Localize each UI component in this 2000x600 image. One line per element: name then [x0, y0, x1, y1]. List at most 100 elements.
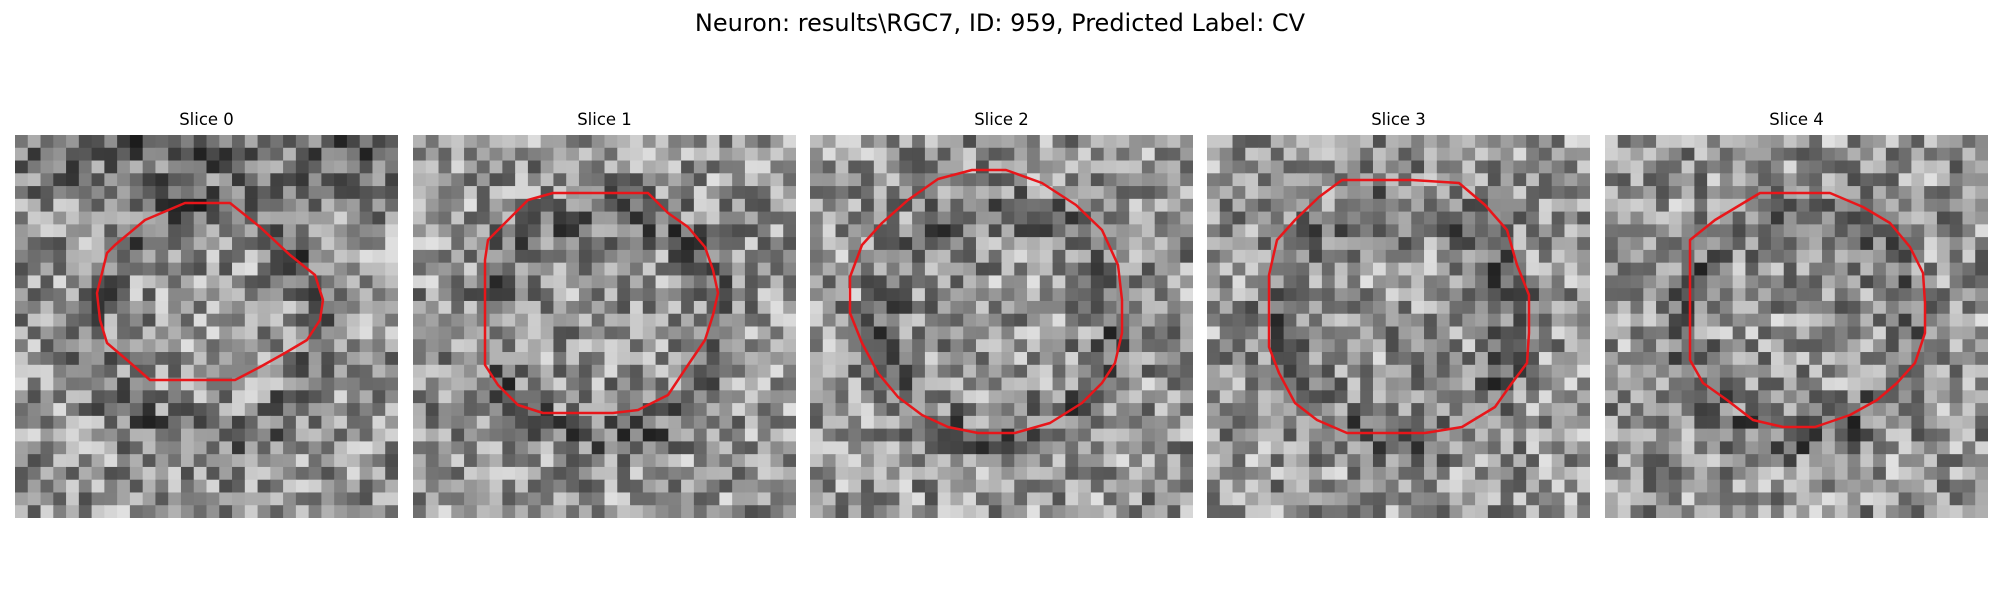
image-pixel — [1885, 403, 1900, 417]
image-pixel — [372, 147, 386, 162]
image-pixel — [1745, 198, 1759, 213]
image-pixel — [346, 173, 361, 187]
image-pixel — [822, 454, 837, 468]
image-pixel — [1052, 390, 1066, 404]
image-pixel — [104, 147, 118, 162]
image-pixel — [1449, 326, 1463, 340]
image-pixel — [1411, 352, 1425, 366]
image-pixel — [1873, 415, 1887, 430]
image-pixel — [1116, 428, 1130, 442]
image-pixel — [1014, 288, 1028, 302]
image-pixel — [78, 326, 93, 340]
image-pixel — [1911, 505, 1925, 518]
image-pixel — [1039, 364, 1054, 379]
image-pixel — [783, 313, 796, 328]
image-pixel — [1847, 288, 1861, 302]
image-pixel — [744, 466, 759, 481]
image-pixel — [15, 339, 29, 353]
image-pixel — [1436, 390, 1451, 404]
image-pixel — [1500, 479, 1514, 494]
image-pixel — [642, 352, 657, 366]
image-pixel — [706, 364, 720, 379]
image-pixel — [1103, 377, 1117, 391]
image-pixel — [835, 364, 849, 379]
image-pixel — [244, 441, 259, 455]
image-pixel — [142, 390, 157, 404]
image-pixel — [1462, 441, 1476, 455]
image-pixel — [502, 339, 516, 353]
image-pixel — [1398, 377, 1412, 391]
image-pixel — [1372, 288, 1387, 302]
image-pixel — [1809, 403, 1823, 417]
image-pixel — [1219, 288, 1234, 302]
image-pixel — [1052, 313, 1066, 328]
image-pixel — [1436, 288, 1451, 302]
image-pixel — [476, 211, 491, 225]
image-pixel — [1656, 479, 1670, 494]
image-pixel — [1449, 479, 1463, 494]
image-pixel — [464, 505, 478, 518]
image-pixel — [924, 390, 939, 404]
image-pixel — [1487, 403, 1502, 417]
image-pixel — [899, 147, 913, 162]
image-pixel — [591, 364, 606, 379]
image-pixel — [1551, 313, 1566, 328]
image-pixel — [180, 135, 195, 149]
image-pixel — [681, 479, 695, 494]
image-pixel — [937, 186, 952, 200]
image-pixel — [359, 428, 374, 442]
image-pixel — [1783, 326, 1798, 340]
image-pixel — [219, 415, 233, 430]
image-pixel — [1347, 288, 1361, 302]
image-pixel — [873, 300, 888, 315]
image-pixel — [1732, 237, 1747, 251]
image-pixel — [385, 262, 398, 277]
image-pixel — [1424, 186, 1438, 200]
image-pixel — [270, 390, 284, 404]
image-pixel — [1732, 479, 1747, 494]
image-pixel — [308, 466, 322, 481]
image-pixel — [1372, 160, 1387, 174]
image-pixel — [1116, 441, 1130, 455]
image-pixel — [40, 211, 54, 225]
image-pixel — [1385, 275, 1400, 289]
image-pixel — [129, 135, 144, 149]
image-pixel — [53, 326, 67, 340]
image-pixel — [129, 198, 144, 213]
image-pixel — [1564, 211, 1578, 225]
image-pixel — [257, 403, 271, 417]
image-pixel — [244, 300, 259, 315]
image-pixel — [668, 198, 682, 213]
image-pixel — [129, 147, 144, 162]
image-pixel — [1577, 403, 1590, 417]
image-pixel — [578, 415, 593, 430]
image-pixel — [1245, 492, 1259, 506]
image-pixel — [553, 364, 567, 379]
image-pixel — [1500, 415, 1514, 430]
image-pixel — [783, 339, 796, 353]
image-pixel — [515, 275, 529, 289]
image-pixel — [489, 147, 503, 162]
image-pixel — [129, 160, 144, 174]
image-pixel — [168, 492, 182, 506]
image-pixel — [783, 364, 796, 379]
image-pixel — [1014, 364, 1028, 379]
image-pixel — [1283, 313, 1297, 328]
image-pixel — [1885, 377, 1900, 391]
image-pixel — [1847, 300, 1861, 315]
image-pixel — [1411, 466, 1425, 481]
image-pixel — [1847, 160, 1861, 174]
image-pixel — [899, 466, 913, 481]
image-pixel — [1154, 441, 1169, 455]
image-pixel — [117, 288, 131, 302]
image-pixel — [1834, 441, 1849, 455]
image-pixel — [359, 441, 374, 455]
image-pixel — [244, 492, 259, 506]
image-pixel — [578, 173, 593, 187]
image-pixel — [1207, 326, 1221, 340]
image-pixel — [924, 186, 939, 200]
image-pixel — [1577, 352, 1590, 366]
image-pixel — [810, 441, 824, 455]
image-pixel — [578, 262, 593, 277]
image-pixel — [1809, 300, 1823, 315]
